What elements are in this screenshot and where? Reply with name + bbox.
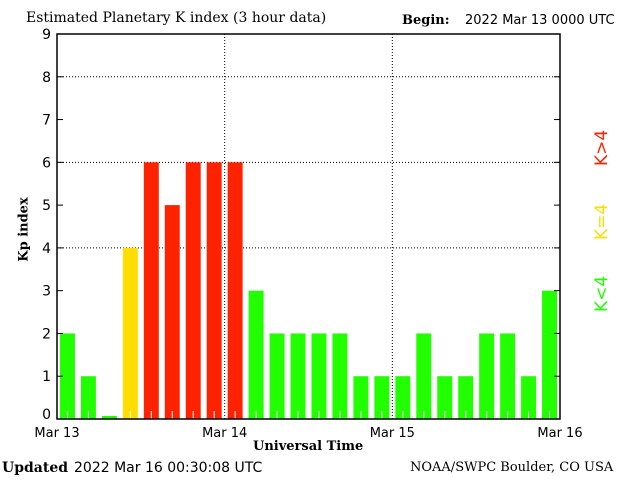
kp-bar — [374, 376, 390, 419]
x-tick-label: Mar 14 — [202, 426, 247, 441]
kp-bar — [458, 376, 474, 419]
plot-frame — [56, 33, 561, 420]
kp-bar — [122, 247, 138, 419]
kp-bar — [269, 333, 285, 419]
kp-bar — [542, 290, 557, 419]
kp-bar — [80, 376, 96, 419]
y-tick-label: 8 — [42, 70, 51, 86]
credit: NOAA/SWPC Boulder, CO USA — [410, 460, 614, 475]
y-tick-label: 7 — [42, 113, 51, 129]
kp-bar — [101, 416, 117, 419]
kp-bar — [479, 333, 495, 419]
legend-equal4: K=4 — [592, 203, 612, 240]
kp-bar — [248, 290, 264, 419]
kp-bar — [60, 333, 75, 419]
x-axis-label: Universal Time — [253, 439, 364, 454]
begin-value: 2022 Mar 13 0000 UTC — [465, 13, 615, 28]
kp-bar — [437, 376, 453, 419]
chart-title: Estimated Planetary K index (3 hour data… — [26, 10, 327, 26]
kp-bar — [500, 333, 516, 419]
begin-label: Begin: — [402, 13, 450, 28]
legend-below4: K<4 — [592, 275, 612, 312]
kp-bar — [227, 162, 243, 420]
kp-bar — [206, 162, 222, 420]
y-tick-label: 6 — [42, 155, 51, 171]
kp-bar — [311, 333, 327, 419]
kp-bar — [290, 333, 306, 419]
y-tick-label: 9 — [42, 27, 51, 43]
kp-bar — [521, 376, 537, 419]
updated-label: Updated — [2, 460, 69, 476]
y-tick-label: 2 — [42, 326, 51, 342]
kp-bar — [416, 333, 432, 419]
y-tick-label: 5 — [42, 198, 51, 214]
kp-bar — [395, 376, 411, 419]
y-tick-label: 1 — [42, 369, 51, 385]
kp-bar — [164, 205, 180, 419]
x-tick-label: Mar 15 — [370, 426, 415, 441]
kp-bar — [353, 376, 369, 419]
kp-bar — [332, 333, 348, 419]
y-tick-label: 0 — [42, 407, 51, 423]
kp-bar — [143, 162, 159, 420]
legend-above4: K>4 — [592, 129, 612, 166]
x-tick-label: Mar 13 — [34, 426, 79, 441]
updated-value: 2022 Mar 16 00:30:08 UTC — [74, 460, 263, 476]
y-tick-label: 3 — [42, 284, 51, 300]
y-axis-label: Kp index — [16, 197, 32, 262]
kp-bar — [185, 162, 201, 420]
x-tick-label: Mar 16 — [537, 426, 582, 441]
y-tick-label: 4 — [42, 241, 51, 257]
